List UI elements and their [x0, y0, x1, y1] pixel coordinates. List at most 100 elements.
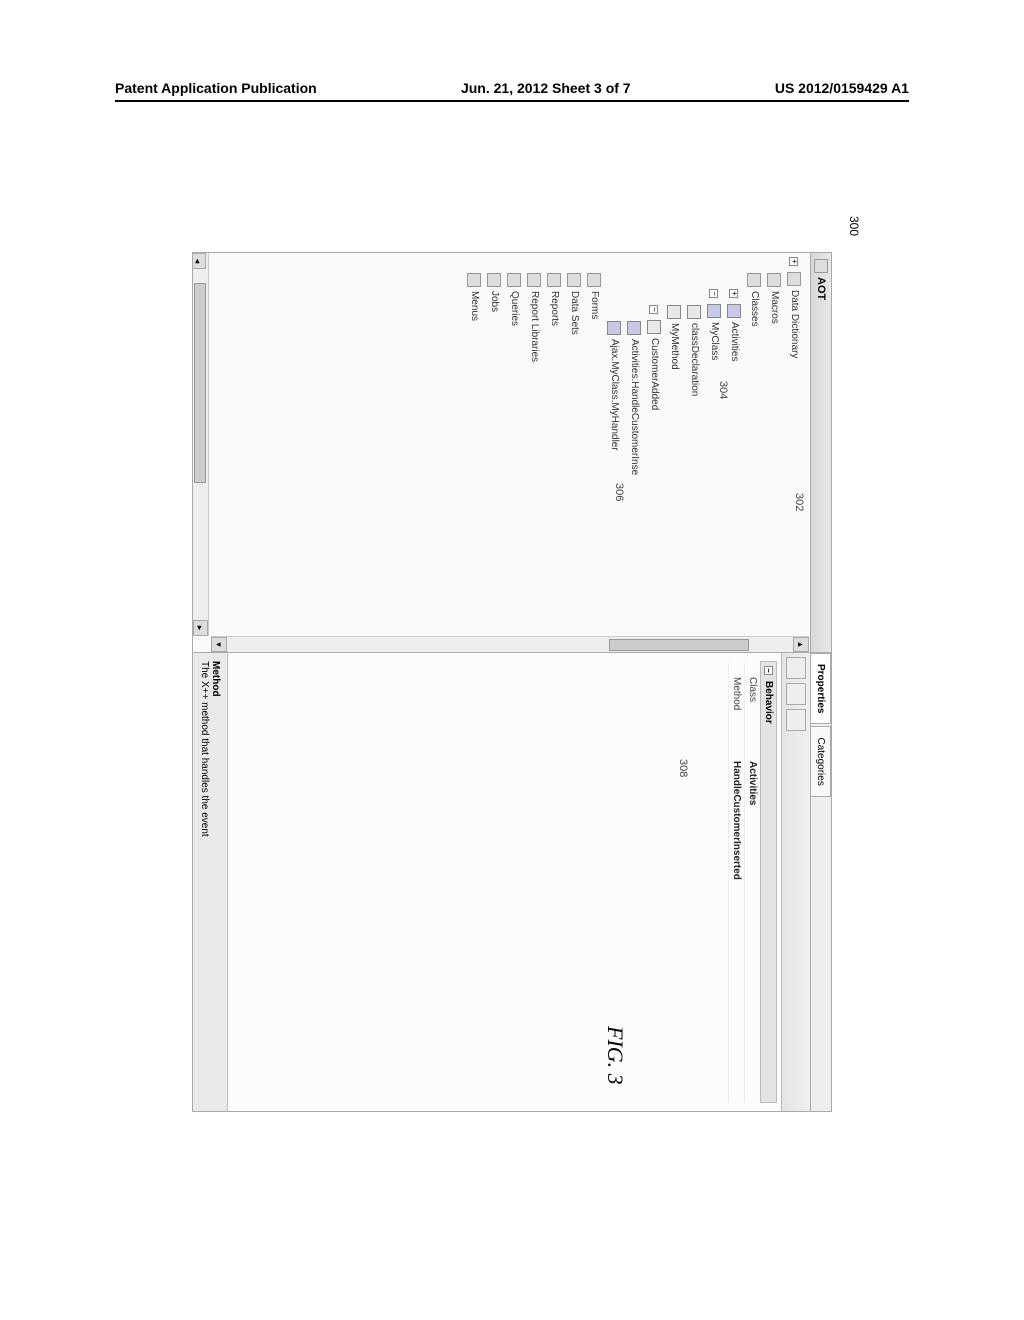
property-grid: − Behavior Class Activities Method Handl…: [228, 653, 781, 1111]
tree-item[interactable]: classDeclaration: [684, 305, 704, 648]
scrollbar-vertical[interactable]: ▴ ▾: [211, 636, 809, 652]
screenshot-figure: AOT 302 304 306 + Data Dictionary Macros…: [192, 252, 832, 1112]
tab-categories[interactable]: Categories: [811, 726, 831, 796]
folder-icon: [467, 273, 481, 287]
folder-icon: [587, 273, 601, 287]
tree-label: Classes: [745, 291, 763, 327]
tree-item[interactable]: + Data Dictionary: [784, 257, 804, 648]
folder-icon: [567, 273, 581, 287]
expand-icon[interactable]: +: [730, 289, 739, 298]
aot-icon: [814, 259, 828, 273]
tree-label: Jobs: [485, 291, 503, 312]
tree-item[interactable]: Classes: [744, 273, 764, 648]
header-center: Jun. 21, 2012 Sheet 3 of 7: [461, 80, 631, 96]
property-key: Method: [731, 661, 742, 761]
property-row[interactable]: Class Activities: [744, 661, 760, 1103]
header-right: US 2012/0159429 A1: [775, 80, 909, 96]
footer-desc: The X++ method that handles the event: [199, 661, 210, 1103]
scroll-down-icon[interactable]: ▾: [211, 637, 227, 652]
folder-icon: [747, 273, 761, 287]
tree-item[interactable]: Queries: [504, 273, 524, 648]
header-left: Patent Application Publication: [115, 80, 317, 96]
tree-label: Activities.HandleCustomerInse: [625, 339, 643, 475]
tree-label: Menus: [465, 291, 483, 321]
property-key: Class: [747, 661, 758, 761]
toolbar-button[interactable]: [786, 657, 806, 679]
method-icon: [687, 305, 701, 319]
event-icon: [647, 320, 661, 334]
callout-304: 304: [717, 381, 729, 399]
scrollbar-horizontal[interactable]: ◂ ▸: [193, 253, 209, 636]
folder-icon: [487, 273, 501, 287]
folder-icon: [547, 273, 561, 287]
page-header: Patent Application Publication Jun. 21, …: [115, 80, 909, 102]
figure-container: 300 AOT 302 304 306 + Data Dictionary Ma…: [115, 222, 909, 1142]
tree-label: Activities: [725, 322, 743, 361]
tab-properties[interactable]: Properties: [811, 653, 831, 724]
tree-label: Macros: [765, 291, 783, 324]
tree-item[interactable]: Jobs: [484, 273, 504, 648]
property-section-header[interactable]: − Behavior: [760, 661, 777, 1103]
figure-caption: FIG. 3: [602, 1026, 628, 1085]
tree-item[interactable]: Report Libraries: [524, 273, 544, 648]
tab-strip: Properties Categories: [810, 653, 831, 1111]
tree-label: Ajax.MyClass.MyHandler: [605, 339, 623, 451]
callout-308: 308: [677, 759, 689, 777]
callout-302: 302: [793, 493, 805, 511]
collapse-icon[interactable]: −: [764, 666, 773, 675]
toolbar-button[interactable]: [786, 709, 806, 731]
scroll-thumb[interactable]: [609, 639, 749, 651]
tree-label: Data Dictionary: [785, 290, 803, 358]
class-icon: [707, 304, 721, 318]
handler-icon: [627, 321, 641, 335]
callout-306: 306: [613, 483, 625, 501]
tree-item[interactable]: − CustomerAdded: [644, 305, 664, 648]
scroll-thumb[interactable]: [194, 283, 206, 483]
scroll-right-icon[interactable]: ▸: [193, 620, 208, 636]
handler-icon: [607, 321, 621, 335]
scroll-up-icon[interactable]: ▴: [793, 637, 809, 652]
expand-icon[interactable]: +: [790, 257, 799, 266]
tree-label: CustomerAdded: [645, 338, 663, 410]
aot-tree-panel: AOT 302 304 306 + Data Dictionary Macros…: [193, 253, 831, 653]
tree-item[interactable]: Forms: [584, 273, 604, 648]
tree-label: MyClass: [705, 322, 723, 360]
tree-item[interactable]: + Activities: [724, 289, 744, 648]
tree-label: Queries: [505, 291, 523, 326]
properties-toolbar: [781, 653, 810, 1111]
aot-title-label: AOT: [815, 277, 827, 300]
tree-label: classDeclaration: [685, 323, 703, 396]
property-value[interactable]: Activities: [747, 761, 758, 1103]
tree-view[interactable]: + Data Dictionary Macros Classes + Activ…: [458, 253, 810, 652]
aot-title-bar: AOT: [810, 253, 831, 652]
properties-panel: Properties Categories − Behavior Class A…: [193, 653, 831, 1111]
class-icon: [727, 304, 741, 318]
tree-item[interactable]: Data Sets: [564, 273, 584, 648]
method-icon: [667, 305, 681, 319]
tree-label: Report Libraries: [525, 291, 543, 362]
footer-title: Method: [210, 661, 221, 1103]
folder-icon: [527, 273, 541, 287]
toolbar-button[interactable]: [786, 683, 806, 705]
folder-icon: [507, 273, 521, 287]
tree-label: MyMethod: [665, 323, 683, 370]
property-description: Method The X++ method that handles the e…: [193, 653, 228, 1111]
collapse-icon[interactable]: −: [710, 289, 719, 298]
scroll-left-icon[interactable]: ◂: [193, 253, 206, 269]
tree-item[interactable]: − MyClass: [704, 289, 724, 648]
tree-item[interactable]: Menus: [464, 273, 484, 648]
tree-item[interactable]: Reports: [544, 273, 564, 648]
tree-label: Data Sets: [565, 291, 583, 335]
tree-item[interactable]: Activities.HandleCustomerInse: [624, 321, 644, 648]
folder-icon: [767, 273, 781, 287]
tree-item[interactable]: Macros: [764, 273, 784, 648]
callout-300: 300: [847, 216, 861, 236]
tree-label: Forms: [585, 291, 603, 319]
property-row[interactable]: Method HandleCustomerInserted: [728, 661, 744, 1103]
tree-item[interactable]: MyMethod: [664, 305, 684, 648]
folder-icon: [787, 272, 801, 286]
tree-label: Reports: [545, 291, 563, 326]
collapse-icon[interactable]: −: [650, 305, 659, 314]
property-value[interactable]: HandleCustomerInserted: [731, 761, 742, 1103]
section-label: Behavior: [763, 681, 774, 724]
